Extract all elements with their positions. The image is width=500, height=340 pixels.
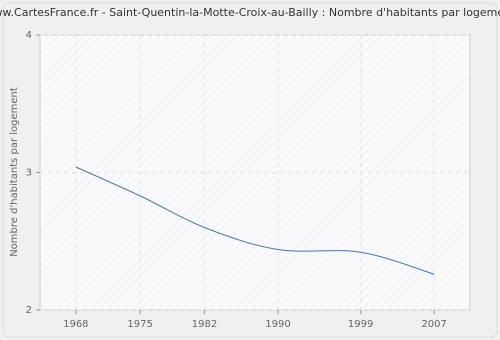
y-axis-label: Nombre d'habitants par logement — [9, 87, 20, 257]
chart-title: www.CartesFrance.fr - Saint-Quentin-la-M… — [0, 6, 500, 19]
x-tick-label: 2007 — [421, 319, 446, 330]
x-tick-label: 1982 — [192, 319, 217, 330]
y-tick-label: 4 — [26, 30, 32, 41]
line — [75, 166, 435, 275]
y-tick-label: 2 — [26, 305, 32, 316]
x-tick-label: 1975 — [127, 319, 152, 330]
x-tick-label: 1968 — [63, 319, 88, 330]
y-tick-label: 3 — [26, 168, 32, 179]
x-tick-label: 1999 — [348, 319, 373, 330]
x-tick-label: 1990 — [265, 319, 290, 330]
plot-area — [39, 34, 471, 311]
